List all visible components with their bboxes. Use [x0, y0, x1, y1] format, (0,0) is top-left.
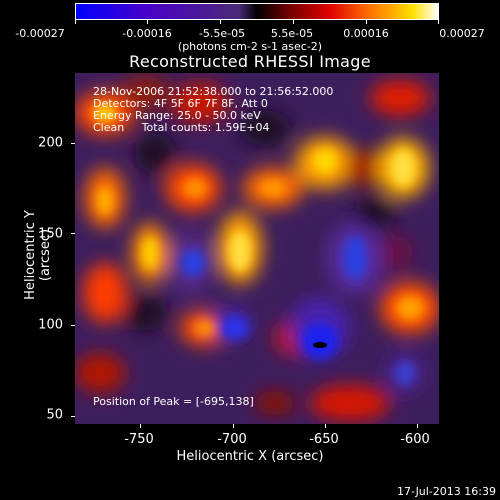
info-time: 28-Nov-2006 21:52:38.000 to 21:56:52.000	[93, 85, 334, 98]
x-axis-title: Heliocentric X (arcsec)	[176, 449, 324, 464]
info-detectors: Detectors: 4F 5F 6F 7F 8F, Att 0	[93, 97, 268, 110]
y-tick-label: 150	[38, 226, 63, 242]
image-title: Reconstructed RHESSI Image	[129, 52, 371, 71]
peak-position: Position of Peak = [-695,138]	[93, 395, 254, 408]
colorbar-units: (photons cm-2 s-1 asec-2)	[177, 40, 323, 53]
y-tick-label: 100	[38, 317, 63, 333]
rhessi-image	[75, 73, 439, 424]
y-tick-label: 50	[46, 407, 63, 423]
colorbar-label: 0.00027	[439, 27, 485, 40]
colorbar-label: 0.00016	[343, 27, 389, 40]
colorbar-label: -0.00016	[122, 27, 172, 40]
colorbar-label: -0.00027	[15, 27, 65, 40]
colorbar-label: 5.5e-05	[270, 27, 314, 40]
colorbar-label: -5.5e-05	[198, 27, 246, 40]
timestamp: 17-Jul-2013 16:39	[396, 485, 496, 498]
colorbar	[75, 3, 439, 20]
y-axis-title: Heliocentric Y (arcsec)	[23, 210, 53, 300]
info-energy: Energy Range: 25.0 - 50.0 keV	[93, 109, 261, 122]
info-clean: Clean Total counts: 1.59E+04	[93, 121, 270, 134]
x-tick-label: -600	[400, 432, 430, 447]
x-tick-label: -750	[124, 432, 154, 447]
x-tick-label: -700	[217, 432, 247, 447]
x-tick-label: -650	[309, 432, 339, 447]
y-tick-label: 200	[38, 135, 63, 151]
